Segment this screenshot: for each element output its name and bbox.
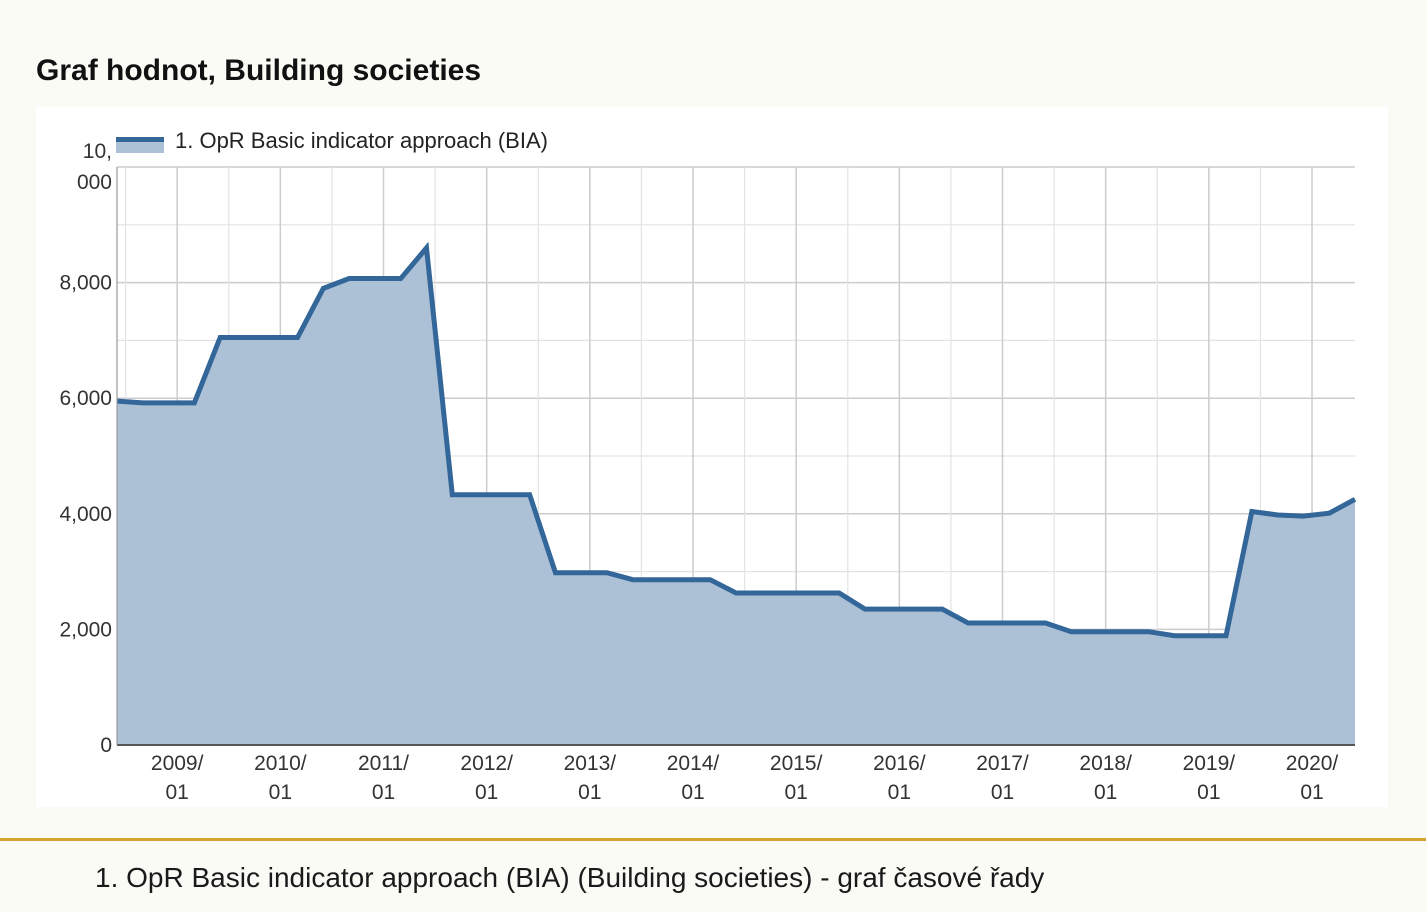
chart-panel: 0 2,000 4,000 6,000 8,000 10, 000 2009/01 2010/… xyxy=(36,107,1388,807)
data-point xyxy=(529,494,530,495)
data-point xyxy=(658,579,659,580)
x-tick-label: 2016/01 xyxy=(873,752,926,804)
data-point xyxy=(761,592,762,593)
data-point xyxy=(993,623,994,624)
data-point xyxy=(349,278,350,279)
data-point xyxy=(503,494,504,495)
data-point xyxy=(1277,514,1278,515)
data-point xyxy=(142,402,143,403)
x-tick-label: 2018/01 xyxy=(1079,752,1132,804)
series-line-0 xyxy=(116,241,1357,639)
divider xyxy=(0,838,1426,841)
data-point xyxy=(839,592,840,593)
data-point xyxy=(220,337,221,338)
data-point xyxy=(1122,631,1123,632)
axis-layer xyxy=(116,167,1355,746)
data-point xyxy=(968,623,969,624)
y-tick-label: 4,000 xyxy=(59,503,112,526)
x-tick-label: 2019/01 xyxy=(1183,752,1236,804)
chart-caption: 1. OpR Basic indicator approach (BIA) (B… xyxy=(95,862,1045,893)
data-point xyxy=(1226,635,1227,636)
data-point xyxy=(478,494,479,495)
data-point xyxy=(1303,516,1304,517)
data-point xyxy=(1045,623,1046,624)
data-point xyxy=(1200,635,1201,636)
data-point xyxy=(632,579,633,580)
data-point xyxy=(1251,511,1252,512)
x-tick-label: 2014/01 xyxy=(667,752,720,804)
legend-swatch-line xyxy=(116,137,164,142)
data-point xyxy=(245,337,246,338)
data-point xyxy=(890,609,891,610)
area-layer xyxy=(116,241,1357,746)
y-tick-label: 2,000 xyxy=(59,618,112,641)
data-point xyxy=(864,609,865,610)
chart-svg: 0 2,000 4,000 6,000 8,000 10, 000 2009/01 2010/… xyxy=(59,128,1357,804)
data-point xyxy=(813,592,814,593)
data-point xyxy=(271,337,272,338)
data-point xyxy=(916,609,917,610)
x-tick-label: 2017/01 xyxy=(976,752,1029,804)
y-tick-label: 8,000 xyxy=(59,272,112,295)
data-point xyxy=(1071,631,1072,632)
data-point xyxy=(400,278,401,279)
y-tick-label: 0 xyxy=(100,734,112,757)
data-point xyxy=(297,337,298,338)
data-point xyxy=(168,402,169,403)
data-point xyxy=(1329,513,1330,514)
data-point xyxy=(1148,631,1149,632)
data-point xyxy=(736,592,737,593)
x-tick-label: 2020/01 xyxy=(1286,752,1339,804)
data-point xyxy=(194,402,195,403)
data-point xyxy=(1019,623,1020,624)
y-tick-label: 10, 000 xyxy=(77,140,112,194)
data-point xyxy=(581,572,582,573)
data-point xyxy=(452,494,453,495)
data-point xyxy=(1355,499,1356,500)
data-point xyxy=(787,592,788,593)
x-tick-labels: 2009/01 2010/01 2011/01 2012/01 2013/01 2014/… xyxy=(151,752,1339,804)
data-point xyxy=(684,579,685,580)
page-title: Graf hodnot, Building societies xyxy=(36,54,482,87)
data-point xyxy=(426,247,427,248)
data-point xyxy=(555,572,556,573)
legend-label: 1. OpR Basic indicator approach (BIA) xyxy=(175,128,548,153)
x-tick-label: 2015/01 xyxy=(770,752,823,804)
data-point xyxy=(323,288,324,289)
x-tick-label: 2010/01 xyxy=(254,752,307,804)
data-point xyxy=(710,579,711,580)
x-tick-label: 2011/01 xyxy=(358,752,409,804)
y-tick-labels: 0 2,000 4,000 6,000 8,000 10, 000 xyxy=(59,140,112,757)
data-point xyxy=(1174,635,1175,636)
series-area-0 xyxy=(117,247,1355,746)
data-point xyxy=(374,278,375,279)
y-tick-label: 6,000 xyxy=(59,387,112,410)
data-point xyxy=(1097,631,1098,632)
legend[interactable]: 1. OpR Basic indicator approach (BIA) xyxy=(116,128,548,153)
data-point xyxy=(607,572,608,573)
x-tick-label: 2012/01 xyxy=(460,752,513,804)
x-tick-label: 2013/01 xyxy=(564,752,617,804)
x-tick-label: 2009/01 xyxy=(151,752,204,804)
data-point xyxy=(942,609,943,610)
